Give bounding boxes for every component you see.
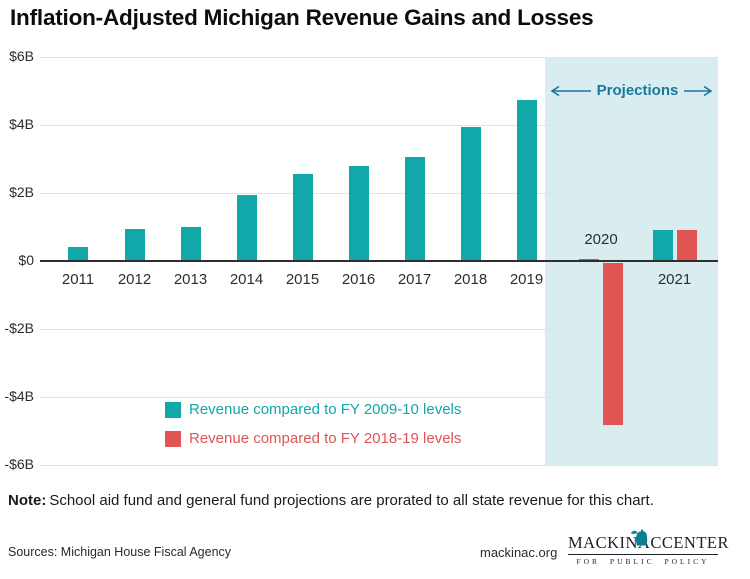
x-tick-label-2016: 2016 [341, 271, 376, 288]
logo-wordmark: MACKINAC CENTER [568, 529, 729, 555]
x-tick-label-2017: 2017 [397, 271, 432, 288]
x-tick-label-2011: 2011 [61, 271, 95, 288]
bar-2021-series2 [676, 230, 697, 261]
x-tick-label-2021: 2021 [657, 271, 692, 288]
y-tick-label: -$4B [4, 388, 34, 404]
bar-2012 [124, 228, 145, 261]
x-tick-label-2015: 2015 [285, 271, 320, 288]
legend: Revenue compared to FY 2009-10 levels Re… [165, 401, 461, 459]
sources-text: Sources: Michigan House Fiscal Agency [8, 545, 232, 559]
bar-2020-series2 [603, 263, 623, 425]
bar-2017 [404, 157, 425, 261]
bar-2018 [460, 126, 481, 261]
note-label: Note: [8, 492, 47, 509]
note-text: School aid fund and general fund project… [49, 492, 654, 509]
bar-2015 [292, 174, 313, 261]
legend-label: Revenue compared to FY 2009-10 levels [189, 401, 462, 418]
bar-2011 [68, 247, 88, 261]
gridline [40, 192, 718, 194]
y-tick-label: $2B [9, 184, 34, 200]
bar-2013 [180, 227, 201, 261]
y-tick-label: -$2B [4, 320, 34, 336]
right-arrow-icon [684, 85, 713, 96]
bar-2021-series1 [652, 230, 673, 261]
y-tick-label: -$6B [4, 456, 34, 472]
legend-swatch-red-icon [165, 430, 181, 447]
bar-2019 [516, 99, 537, 261]
gridline [40, 396, 718, 398]
y-tick-label: $6B [9, 48, 34, 64]
projections-label: Projections [596, 82, 679, 99]
gridline [40, 56, 718, 58]
legend-item: Revenue compared to FY 2018-19 levels [165, 430, 461, 447]
x-tick-label-2020: 2020 [584, 231, 618, 248]
left-arrow-icon [550, 85, 591, 96]
plot-area: Projections Revenue compared to FY 2009-… [40, 56, 718, 466]
legend-swatch-teal-icon [165, 401, 181, 418]
x-tick-label-2014: 2014 [229, 271, 264, 288]
x-axis-line [40, 260, 718, 262]
chart-title: Inflation-Adjusted Michigan Revenue Gain… [10, 5, 594, 30]
michigan-state-icon [631, 529, 648, 546]
x-tick-label-2019: 2019 [509, 271, 544, 288]
legend-label: Revenue compared to FY 2018-19 levels [189, 430, 462, 447]
logo-word-center: CENTER [661, 533, 730, 552]
note: Note: School aid fund and general fund pr… [8, 492, 738, 509]
gridline [40, 464, 718, 466]
x-tick-label-2018: 2018 [453, 271, 488, 288]
y-tick-label: $0 [18, 252, 34, 268]
website-text: mackinac.org [480, 545, 558, 560]
gridline [40, 328, 718, 330]
mackinac-center-logo: MACKINAC CENTER FOR PUBLIC POLICY [568, 529, 729, 566]
y-axis-labels: $6B $4B $2B $0 -$2B -$4B -$6B [0, 0, 34, 579]
bar-2016 [348, 165, 369, 261]
x-tick-label-2012: 2012 [117, 271, 152, 288]
projections-label-row: Projections [547, 82, 716, 99]
logo-tagline: FOR PUBLIC POLICY [576, 557, 710, 566]
legend-item: Revenue compared to FY 2009-10 levels [165, 401, 461, 418]
bar-2014 [236, 194, 257, 261]
y-tick-label: $4B [9, 116, 34, 132]
x-tick-label-2013: 2013 [173, 271, 208, 288]
gridline [40, 124, 718, 126]
